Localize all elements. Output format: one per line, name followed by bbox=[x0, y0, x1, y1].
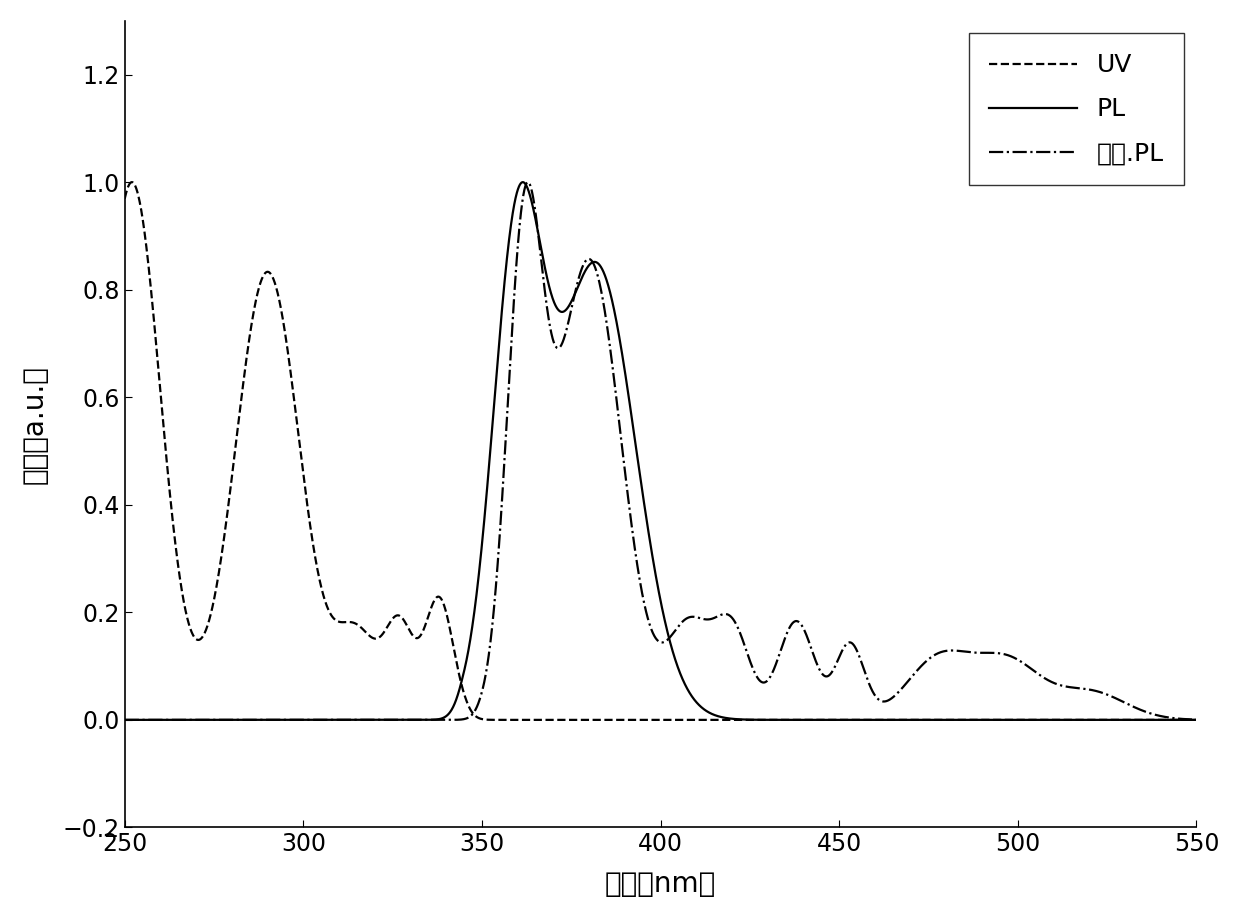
UV bbox=[998, 714, 1013, 725]
UV bbox=[118, 193, 133, 204]
低温.PL bbox=[312, 714, 327, 725]
Line: PL: PL bbox=[125, 182, 1197, 720]
低温.PL bbox=[521, 176, 536, 187]
PL bbox=[312, 714, 327, 725]
PL bbox=[1189, 714, 1204, 725]
X-axis label: 波长（nm）: 波长（nm） bbox=[605, 870, 717, 898]
UV bbox=[527, 714, 542, 725]
低温.PL bbox=[760, 675, 775, 686]
低温.PL bbox=[527, 199, 542, 210]
PL bbox=[118, 714, 133, 725]
低温.PL bbox=[815, 668, 830, 679]
Line: UV: UV bbox=[125, 182, 1197, 720]
Y-axis label: 强度（a.u.）: 强度（a.u.） bbox=[21, 365, 48, 483]
UV bbox=[815, 714, 830, 725]
UV bbox=[1007, 714, 1022, 725]
PL bbox=[815, 714, 830, 725]
PL bbox=[760, 714, 775, 725]
UV bbox=[312, 574, 327, 585]
低温.PL bbox=[118, 714, 133, 725]
UV bbox=[918, 714, 932, 725]
PL bbox=[516, 176, 531, 187]
低温.PL bbox=[918, 657, 932, 668]
低温.PL bbox=[1189, 714, 1204, 725]
低温.PL bbox=[998, 649, 1013, 660]
PL bbox=[998, 714, 1013, 725]
UV bbox=[760, 714, 775, 725]
PL bbox=[918, 714, 932, 725]
Line: 低温.PL: 低温.PL bbox=[125, 182, 1197, 720]
UV bbox=[124, 176, 139, 187]
UV bbox=[1189, 714, 1204, 725]
PL bbox=[527, 209, 542, 220]
Legend: UV, PL, 低温.PL: UV, PL, 低温.PL bbox=[970, 33, 1184, 186]
